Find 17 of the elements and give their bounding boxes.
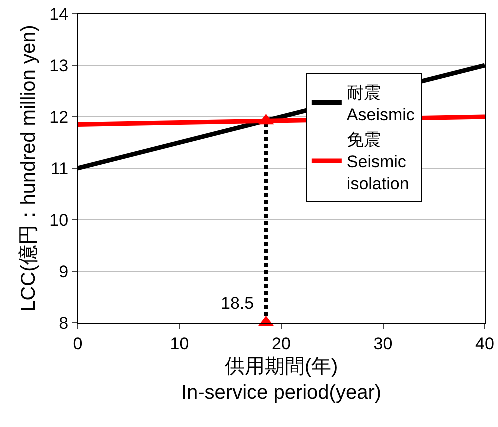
- x-tick-label: 0: [73, 334, 83, 354]
- legend-label: 免震 Seismic isolation: [346, 130, 410, 194]
- x-tick-label: 20: [272, 334, 291, 354]
- x-axis-title: 供用期間(年) In-service period(year): [181, 356, 382, 404]
- y-tick-label: 12: [50, 108, 69, 127]
- x-tick-label: 40: [476, 334, 494, 354]
- x-tick-label: 30: [374, 334, 393, 354]
- y-tick-label: 13: [50, 56, 69, 76]
- y-axis-title: LCC(億円：hundred million yen): [18, 25, 40, 312]
- y-tick-label: 8: [59, 314, 69, 333]
- y-tick-label: 11: [50, 159, 69, 178]
- x-tick-label: 10: [170, 334, 190, 354]
- y-tick-label: 10: [50, 210, 69, 230]
- legend-label: 耐震 Aseismic: [346, 83, 416, 124]
- y-tick-label: 9: [59, 262, 69, 282]
- y-tick-label: 14: [50, 4, 69, 24]
- annotation: 18.5: [221, 294, 254, 313]
